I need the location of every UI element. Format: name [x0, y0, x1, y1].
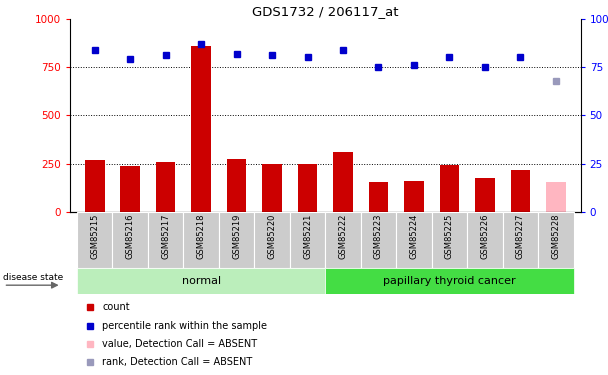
Bar — [333, 152, 353, 212]
Bar — [396, 212, 432, 268]
Bar — [262, 164, 282, 212]
Bar — [120, 166, 140, 212]
Text: GSM85226: GSM85226 — [480, 214, 489, 259]
Title: GDS1732 / 206117_at: GDS1732 / 206117_at — [252, 4, 398, 18]
Bar — [290, 212, 325, 268]
Bar — [85, 160, 105, 212]
Bar — [192, 46, 211, 212]
Bar — [503, 212, 538, 268]
Text: GSM85221: GSM85221 — [303, 214, 312, 259]
Bar — [254, 212, 290, 268]
Bar — [511, 170, 530, 212]
Text: disease state: disease state — [4, 273, 64, 282]
Text: papillary thyroid cancer: papillary thyroid cancer — [383, 276, 516, 286]
Text: count: count — [102, 302, 130, 312]
Bar — [325, 212, 361, 268]
Bar — [404, 181, 424, 212]
Text: GSM85227: GSM85227 — [516, 214, 525, 259]
Bar — [467, 212, 503, 268]
Bar — [538, 212, 573, 268]
Text: percentile rank within the sample: percentile rank within the sample — [102, 321, 267, 330]
Bar — [227, 159, 246, 212]
Text: value, Detection Call = ABSENT: value, Detection Call = ABSENT — [102, 339, 257, 349]
Text: GSM85222: GSM85222 — [339, 214, 348, 259]
Text: GSM85220: GSM85220 — [268, 214, 277, 259]
Text: GSM85218: GSM85218 — [196, 214, 206, 259]
Text: rank, Detection Call = ABSENT: rank, Detection Call = ABSENT — [102, 357, 252, 367]
Bar — [298, 164, 317, 212]
Bar — [219, 212, 254, 268]
Bar — [361, 212, 396, 268]
Text: GSM85216: GSM85216 — [126, 214, 135, 259]
Bar — [77, 212, 112, 268]
Bar — [546, 182, 565, 212]
Bar — [112, 212, 148, 268]
Bar — [368, 182, 389, 212]
Bar — [184, 212, 219, 268]
Bar — [325, 268, 573, 294]
Text: normal: normal — [182, 276, 221, 286]
Bar — [475, 178, 495, 212]
Bar — [156, 162, 176, 212]
Text: GSM85223: GSM85223 — [374, 214, 383, 259]
Text: GSM85224: GSM85224 — [409, 214, 418, 259]
Bar — [432, 212, 467, 268]
Text: GSM85217: GSM85217 — [161, 214, 170, 259]
Bar — [148, 212, 184, 268]
Text: GSM85228: GSM85228 — [551, 214, 561, 259]
Bar — [77, 268, 325, 294]
Text: GSM85215: GSM85215 — [90, 214, 99, 259]
Text: GSM85219: GSM85219 — [232, 214, 241, 259]
Text: GSM85225: GSM85225 — [445, 214, 454, 259]
Bar — [440, 165, 459, 212]
